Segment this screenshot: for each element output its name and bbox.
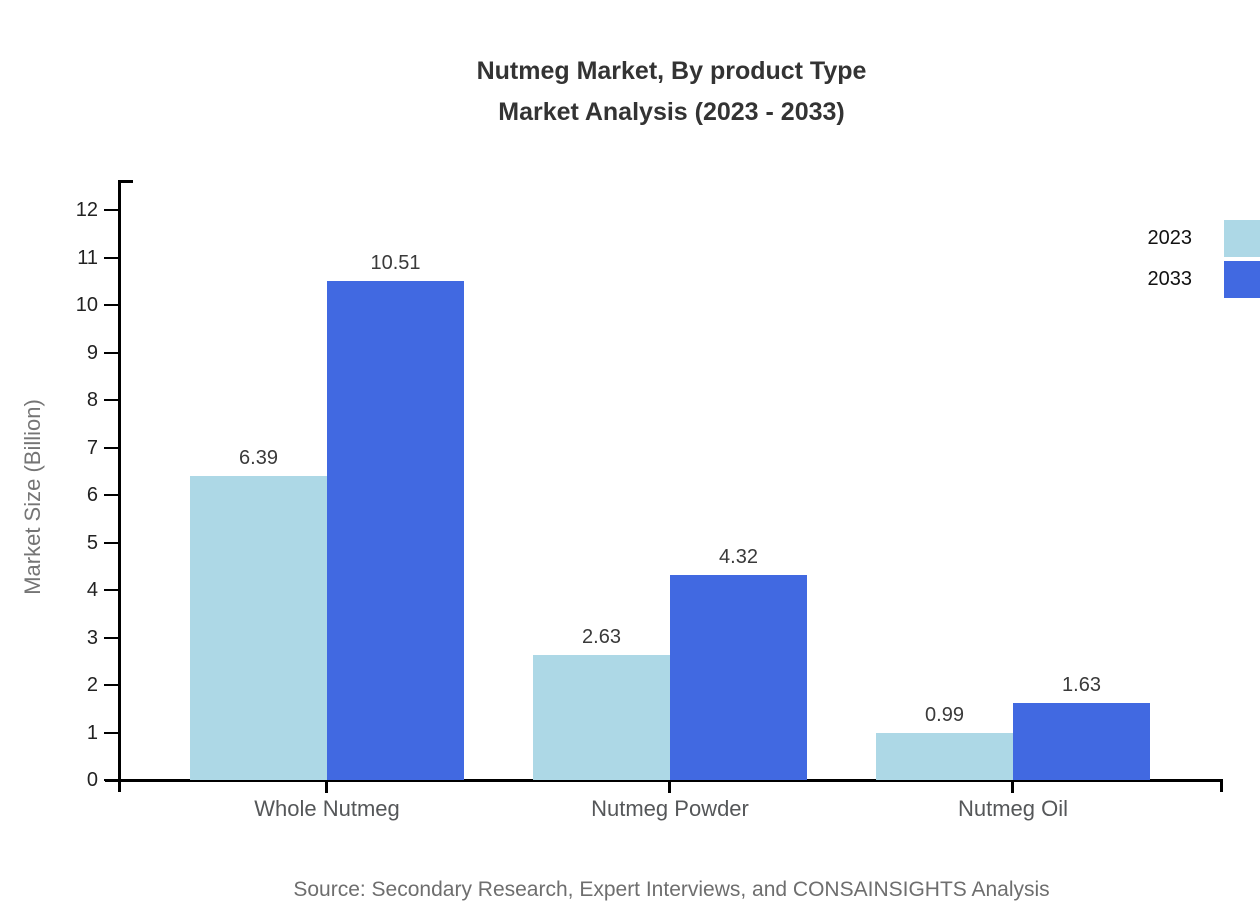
x-axis-label-whole-nutmeg: Whole Nutmeg	[254, 796, 400, 821]
y-tick-label-2: 2	[86, 674, 98, 696]
y-tick-mark-8	[104, 399, 120, 401]
x-tick-mark-whole-nutmeg	[325, 780, 328, 793]
y-tick-label-4: 4	[86, 579, 98, 601]
y-tick-mark-6	[104, 494, 120, 496]
y-tick-mark-2	[104, 684, 120, 686]
legend-swatch-2023	[1224, 220, 1260, 257]
y-tick-mark-9	[104, 351, 120, 354]
bar-value-label-2033-whole-nutmeg: 10.51	[370, 251, 421, 274]
y-tick-label-1: 1	[86, 721, 98, 744]
legend-label-2033: 2033	[1147, 268, 1193, 290]
y-tick-mark-10	[104, 304, 120, 306]
y-tick-mark-12	[104, 209, 120, 211]
y-tick-mark-7	[104, 446, 120, 449]
bar-value-label-2023-nutmeg-oil: 0.99	[925, 703, 964, 726]
bar-2023-nutmeg-oil	[876, 732, 1013, 780]
y-tick-mark-4	[104, 589, 120, 591]
y-tick-mark-0	[104, 779, 120, 781]
y-tick-label-5: 5	[86, 531, 98, 554]
chart-title-line1: Nutmeg Market, By product Type	[476, 57, 867, 85]
y-tick-mark-5	[104, 541, 120, 544]
x-tick-mark-nutmeg-powder	[668, 780, 671, 793]
y-tick-label-7: 7	[86, 436, 98, 459]
legend-swatch-2033	[1224, 261, 1260, 298]
y-tick-label-8: 8	[86, 389, 98, 411]
y-axis-top-cap	[120, 180, 133, 183]
y-tick-label-6: 6	[86, 484, 98, 506]
bar-value-label-2023-nutmeg-powder: 2.63	[582, 626, 621, 649]
y-tick-mark-3	[104, 636, 120, 639]
bar-2023-nutmeg-powder	[533, 655, 670, 780]
chart-title-line2: Market Analysis (2023 - 2033)	[498, 98, 845, 126]
y-tick-label-12: 12	[75, 199, 98, 221]
legend-label-2023: 2023	[1147, 227, 1193, 249]
bar-2023-whole-nutmeg	[190, 476, 327, 780]
source-line: Source: Secondary Research, Expert Inter…	[293, 878, 1050, 901]
y-tick-mark-1	[104, 731, 120, 734]
bar-value-label-2033-nutmeg-oil: 1.63	[1062, 673, 1101, 696]
bar-2033-nutmeg-powder	[670, 574, 807, 780]
bar-value-label-2033-nutmeg-powder: 4.32	[719, 545, 758, 568]
bar-2033-nutmeg-oil	[1013, 702, 1150, 780]
chart-title: Nutmeg Market, By product Type Market An…	[120, 51, 1223, 133]
y-tick-label-9: 9	[86, 341, 98, 364]
x-axis-label-nutmeg-powder: Nutmeg Powder	[591, 796, 749, 821]
y-tick-label-3: 3	[86, 626, 98, 649]
y-tick-label-10: 10	[75, 294, 98, 316]
y-axis-line	[118, 180, 121, 792]
bar-value-label-2023-whole-nutmeg: 6.39	[239, 447, 278, 470]
x-axis-line	[105, 779, 1223, 782]
y-tick-label-11: 11	[77, 246, 98, 269]
y-tick-label-0: 0	[86, 769, 98, 791]
y-tick-mark-11	[104, 256, 120, 259]
x-tick-mark-nutmeg-oil	[1011, 780, 1014, 793]
x-axis-label-nutmeg-oil: Nutmeg Oil	[957, 796, 1069, 821]
x-axis-right-cap	[1220, 780, 1223, 792]
bar-2033-whole-nutmeg	[327, 280, 464, 780]
